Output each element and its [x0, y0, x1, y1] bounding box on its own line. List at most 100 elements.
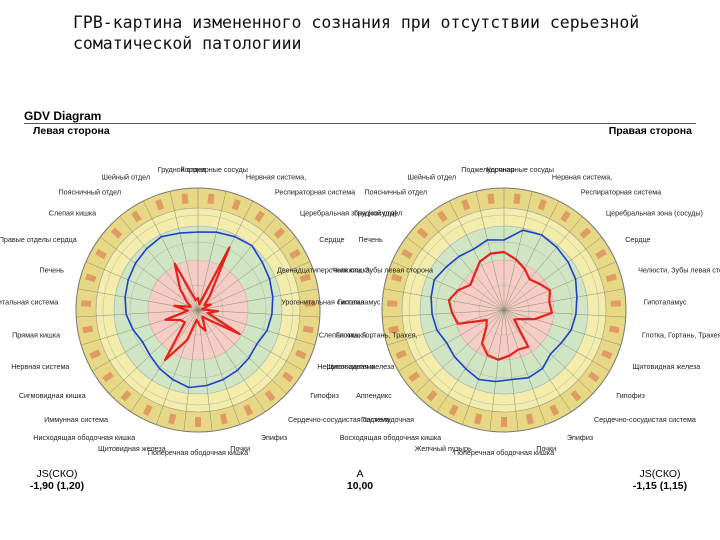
left-sector-label: Поясничный отдел: [58, 187, 121, 196]
left-sector-label: Нисходящая ободочная кишка: [33, 433, 135, 442]
right-red-contour: [447, 250, 554, 361]
right-spoke: [405, 236, 505, 311]
left-sector-tick: [110, 227, 123, 239]
left-sector-tick: [155, 199, 165, 211]
left-blue-contour: [124, 231, 274, 389]
right-sector-tick: [448, 404, 459, 416]
left-sector-label: Гипофиз: [310, 391, 339, 400]
left-sector-tick: [264, 390, 276, 402]
right-spoke: [489, 309, 505, 432]
right-sector-tick: [487, 193, 495, 205]
left-spoke: [197, 309, 213, 432]
right-blue-contour: [430, 229, 578, 383]
left-sector-label: Нервная система,: [246, 173, 306, 182]
left-sector-tick: [243, 404, 254, 416]
right-sector-tick: [391, 273, 403, 283]
left-sector-tick: [289, 248, 301, 260]
left-sector-label: Нервная система: [11, 362, 69, 371]
left-sector-label: Сердечно-сосудистая система: [288, 415, 390, 424]
right-spoke: [462, 309, 505, 425]
left-sector-tick: [254, 210, 265, 223]
right-score-value: -1,15 (1,15): [632, 480, 688, 492]
right-sector-label: Поясничный отдел: [364, 187, 427, 196]
right-sector-tick: [579, 227, 592, 239]
left-sector-tick: [142, 404, 153, 416]
right-sector-tick: [605, 273, 617, 283]
center-score-label: A: [356, 468, 364, 480]
right-sector-label: Поперечная ободочная кишка: [454, 448, 554, 457]
right-spoke: [382, 309, 505, 318]
right-sector-tick: [395, 349, 407, 360]
right-spoke: [503, 309, 626, 318]
left-sector-label: Поперечная ободочная кишка: [148, 448, 248, 457]
right-sector-tick: [537, 199, 547, 211]
right-sector-label: Слепая кишка: [319, 331, 366, 340]
right-sector-tick: [416, 227, 429, 239]
right-sector-label: Печень: [358, 235, 383, 244]
left-sector-tick: [120, 390, 132, 402]
right-spoke: [436, 309, 505, 413]
right-spoke: [503, 261, 617, 311]
right-sector-label: Аппендикс: [356, 391, 392, 400]
right-sector-label: Сердечно-сосудистая система: [594, 415, 696, 424]
left-spoke: [143, 200, 199, 311]
right-sector-tick: [588, 371, 600, 383]
left-sector-tick: [81, 300, 92, 307]
right-sector-label: Щитовидная железа: [633, 362, 701, 371]
right-score-label: JS(СКО): [639, 468, 681, 480]
left-sector-label: Церебральная зона (сосуды): [300, 209, 397, 218]
right-sector-tick: [474, 413, 483, 425]
left-sector-tick: [131, 210, 142, 223]
right-sector-tick: [461, 199, 471, 211]
right-sector-label: Сердце: [625, 235, 650, 244]
left-sector-tick: [85, 273, 97, 283]
left-sector-label: Челюсти, Зубы левая сторона: [332, 265, 433, 274]
left-sector-tick: [89, 349, 101, 360]
right-sector-label: Гипофиз: [616, 391, 645, 400]
right-spoke: [503, 309, 621, 346]
right-sector-label: Челюсти, Зубы левая сторона: [638, 265, 720, 274]
right-sector-label: Двенадцатиперстная кишка: [277, 265, 370, 274]
left-sector-label: Респираторная система: [275, 187, 355, 196]
right-spoke: [503, 236, 603, 311]
right-sector-tick: [560, 210, 571, 223]
right-spoke: [391, 261, 505, 311]
left-sector-label: Эпифиз: [261, 433, 288, 442]
left-sector-label: Правые отделы сердца: [0, 235, 77, 244]
right-spoke: [383, 288, 505, 311]
left-sector-tick: [295, 349, 307, 360]
left-sector-label: Прямая кишка: [12, 331, 60, 340]
left-sector-tick: [168, 413, 177, 425]
left-spoke: [197, 309, 315, 346]
right-sector-tick: [388, 325, 400, 334]
left-spoke: [156, 309, 199, 425]
right-spoke: [503, 309, 546, 425]
left-spoke: [81, 309, 199, 346]
left-sector-tick: [273, 227, 286, 239]
right-sector-tick: [595, 248, 607, 260]
left-sector-label: Щитовидная железа: [98, 444, 166, 453]
right-sector-tick: [513, 193, 521, 205]
right-sector-label: Нервная система: [317, 362, 375, 371]
left-sector-tick: [231, 199, 241, 211]
right-spoke: [503, 288, 625, 311]
left-spoke: [197, 288, 319, 311]
right-sector-tick: [610, 300, 621, 307]
right-spoke: [475, 191, 505, 311]
right-sector-tick: [387, 300, 398, 307]
left-sector-tick: [181, 193, 189, 205]
left-spoke: [197, 309, 287, 394]
right-sector-tick: [608, 325, 620, 334]
right-spoke: [503, 191, 533, 311]
right-spoke: [503, 216, 583, 311]
left-spoke: [85, 261, 199, 311]
right-sector-label: Восходящая ободочная кишка: [340, 433, 441, 442]
right-sector-label: Коронарные сосуды: [487, 165, 554, 174]
right-sector-label: Урогенитальная система: [281, 298, 364, 307]
right-sector-label: Глотка, Гортань, Трахея,: [642, 331, 720, 340]
left-sector-tick: [195, 417, 201, 427]
right-spoke: [503, 309, 519, 432]
right-sector-tick: [601, 349, 613, 360]
right-sector-label: Нервная система,: [552, 173, 612, 182]
left-spoke: [197, 309, 266, 413]
